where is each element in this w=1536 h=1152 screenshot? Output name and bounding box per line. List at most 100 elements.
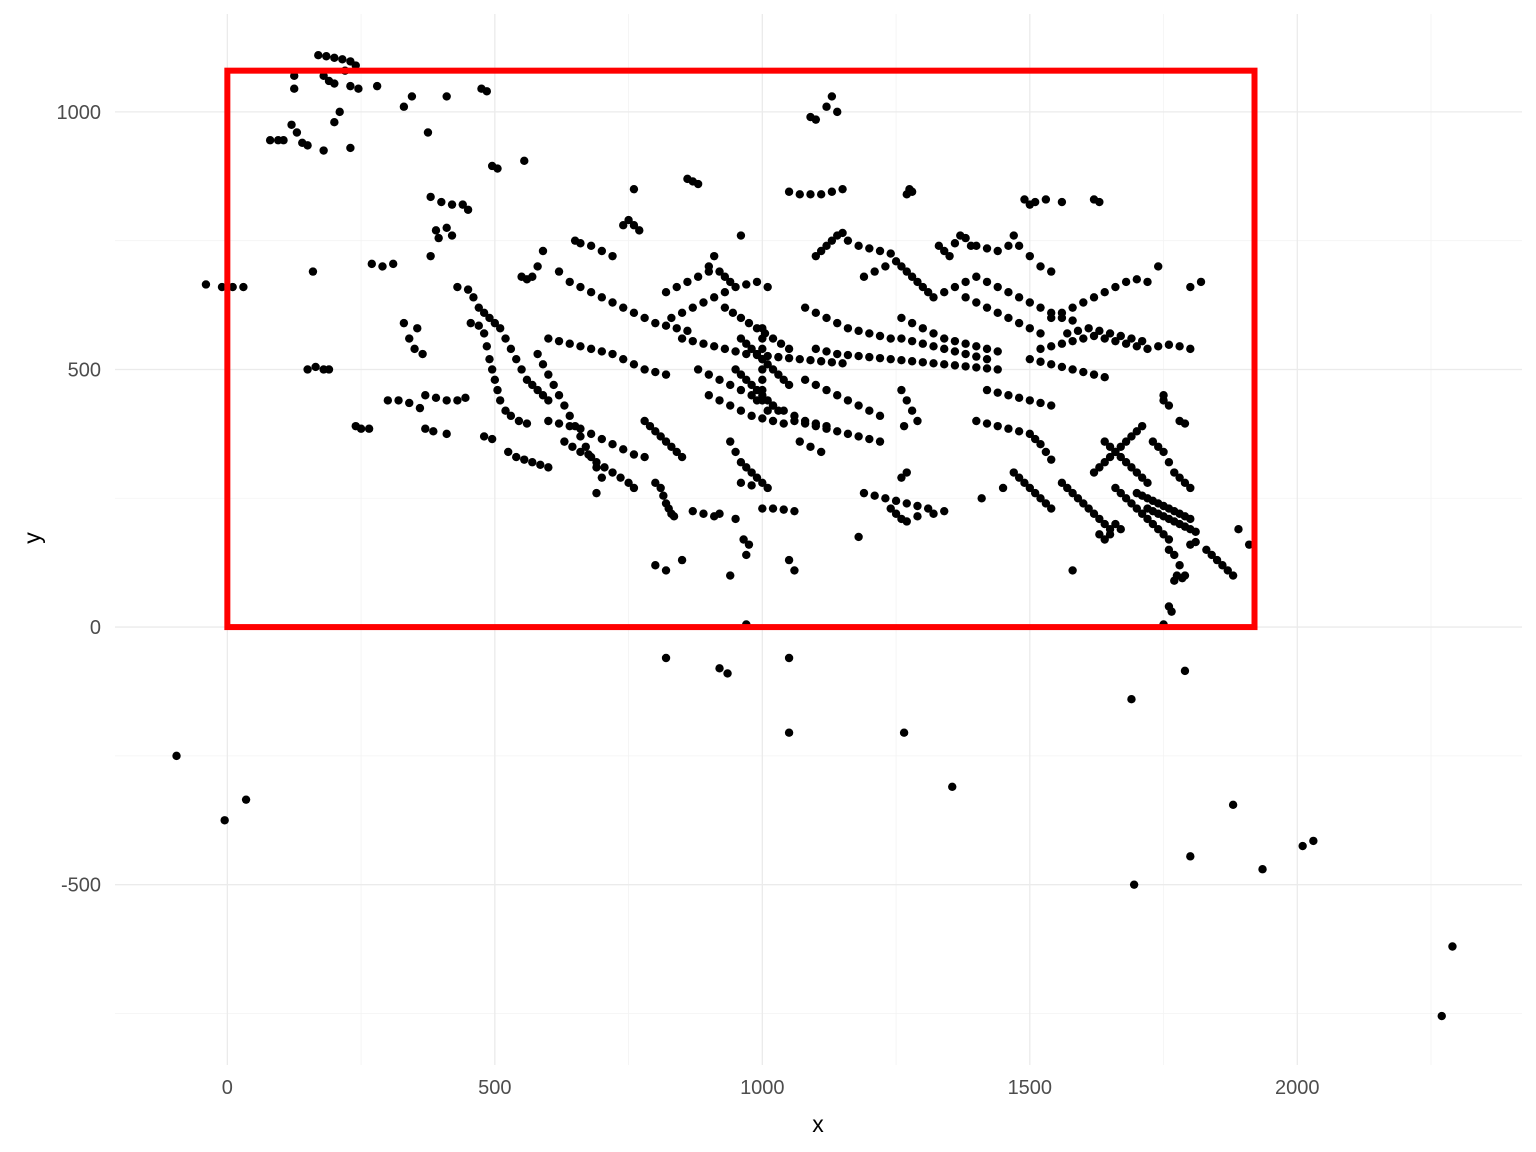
data-point: [1154, 262, 1163, 271]
data-point: [1105, 452, 1115, 462]
data-point: [726, 437, 735, 446]
data-point: [790, 506, 799, 516]
data-point: [972, 298, 981, 307]
data-point: [1020, 478, 1029, 488]
data-point: [899, 421, 909, 431]
data-point: [1041, 447, 1051, 457]
data-point: [833, 349, 842, 359]
data-point: [811, 344, 821, 354]
data-point: [554, 391, 564, 400]
data-point: [720, 272, 730, 281]
data-point: [704, 391, 714, 400]
data-point: [1127, 334, 1136, 343]
data-point: [1170, 550, 1179, 560]
data-point: [1089, 370, 1099, 379]
data-point: [1180, 571, 1190, 580]
data-point: [897, 334, 906, 343]
data-point: [1079, 298, 1088, 307]
data-point: [1223, 566, 1232, 575]
data-point: [699, 509, 708, 518]
data-point: [311, 362, 320, 372]
data-point: [1137, 336, 1147, 346]
data-point: [597, 347, 607, 356]
data-point: [1063, 483, 1072, 493]
data-point: [1047, 504, 1056, 513]
data-point: [549, 380, 558, 390]
data-point: [584, 450, 593, 459]
data-point: [875, 353, 885, 363]
data-point: [677, 452, 687, 462]
data-point: [1036, 303, 1045, 312]
data-point: [1175, 561, 1184, 570]
data-point: [1036, 398, 1045, 408]
data-point: [538, 391, 548, 400]
data-point: [704, 267, 714, 276]
data-point: [731, 282, 740, 292]
data-point: [442, 92, 451, 101]
data-point: [1116, 442, 1125, 451]
data-point: [902, 267, 911, 276]
data-point: [940, 360, 949, 369]
data-point: [693, 272, 703, 281]
data-point: [816, 190, 826, 199]
data-point: [1047, 401, 1056, 410]
data-point: [774, 352, 783, 362]
x-axis-title: x: [812, 1111, 824, 1137]
data-point: [442, 429, 451, 439]
data-point: [434, 233, 443, 243]
data-point: [827, 236, 837, 245]
data-point: [608, 349, 617, 359]
data-point: [768, 401, 778, 410]
x-tick-label: 0: [222, 1077, 233, 1099]
data-point: [581, 442, 590, 451]
data-point: [1111, 282, 1120, 292]
x-tick-label: 2000: [1275, 1077, 1320, 1099]
data-point: [758, 344, 767, 354]
data-point: [1030, 488, 1040, 498]
y-tick-label: 1000: [57, 102, 102, 124]
data-point: [1143, 514, 1152, 524]
data-point: [1100, 288, 1109, 297]
data-point: [544, 370, 553, 379]
data-point: [854, 351, 863, 361]
data-point: [279, 136, 288, 145]
data-point: [485, 313, 494, 323]
data-point: [742, 550, 751, 560]
data-point: [843, 236, 853, 245]
data-point: [768, 504, 778, 513]
data-point: [736, 370, 746, 379]
data-point: [854, 532, 863, 542]
data-point: [913, 277, 922, 287]
data-point: [736, 458, 746, 467]
data-point: [688, 303, 697, 312]
data-point: [1212, 555, 1222, 565]
y-tick-label: -500: [61, 875, 101, 897]
data-point: [656, 432, 665, 441]
data-point: [913, 501, 922, 511]
data-point: [747, 411, 756, 421]
data-point: [747, 344, 756, 354]
data-point: [597, 434, 607, 444]
data-point: [565, 411, 574, 421]
data-point: [1234, 524, 1243, 534]
data-point: [977, 494, 986, 503]
data-point: [324, 365, 334, 374]
data-point: [899, 728, 909, 737]
data-point: [528, 380, 537, 390]
data-point: [731, 347, 740, 356]
data-point: [1030, 434, 1040, 444]
data-point: [1111, 519, 1120, 529]
data-point: [338, 55, 347, 64]
data-point: [1025, 483, 1035, 493]
data-point: [998, 483, 1008, 493]
data-point: [1116, 331, 1125, 341]
data-point: [407, 92, 417, 101]
data-point: [784, 187, 794, 196]
data-point: [1047, 342, 1056, 351]
data-point: [731, 447, 740, 457]
data-point: [897, 473, 906, 482]
data-point: [512, 452, 521, 462]
data-point: [514, 416, 524, 426]
data-point: [520, 156, 529, 166]
data-point: [1047, 360, 1056, 369]
